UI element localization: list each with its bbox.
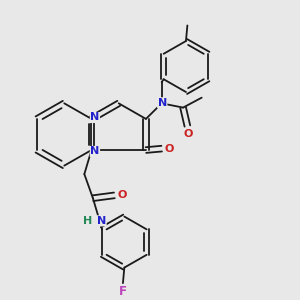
Text: O: O bbox=[118, 190, 127, 200]
Text: F: F bbox=[119, 285, 127, 298]
Text: H: H bbox=[83, 216, 93, 226]
Text: O: O bbox=[184, 129, 193, 139]
Text: O: O bbox=[165, 144, 174, 154]
Text: N: N bbox=[90, 112, 100, 122]
Text: N: N bbox=[90, 146, 100, 157]
Text: N: N bbox=[158, 98, 167, 108]
Text: N: N bbox=[97, 216, 106, 226]
